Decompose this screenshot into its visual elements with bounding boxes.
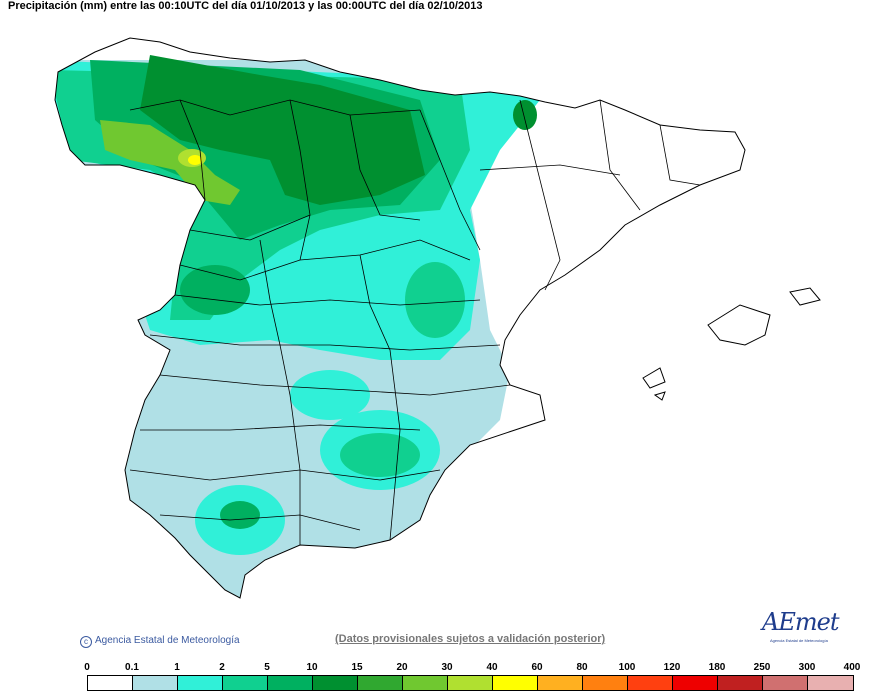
legend-swatch <box>358 676 403 690</box>
legend-tick-label: 1 <box>174 662 180 673</box>
legend-swatch <box>538 676 583 690</box>
legend-tick-label: 2 <box>219 662 225 673</box>
legend-tick-label: 80 <box>576 662 588 673</box>
copyright-icon: c <box>80 636 92 648</box>
legend-swatch <box>178 676 223 690</box>
aemet-logo-text: AEmet <box>762 608 839 636</box>
legend-tick-label: 0 <box>84 662 90 673</box>
legend-tick-label: 400 <box>843 662 861 673</box>
legend-swatch <box>763 676 808 690</box>
legend-tick-label: 300 <box>798 662 816 673</box>
map-title: Precipitación (mm) entre las 00:10UTC de… <box>8 0 483 12</box>
agency-credit-text: Agencia Estatal de Meteorología <box>95 635 240 646</box>
legend-tick-label: 15 <box>351 662 363 673</box>
legend-tick-label: 5 <box>264 662 270 673</box>
aemet-logo-subtitle: Agencia Estatal de Meteorología <box>770 638 828 643</box>
legend-swatch <box>223 676 268 690</box>
legend-swatch <box>493 676 538 690</box>
precip-fields <box>55 55 540 598</box>
legend-tick-label: 10 <box>306 662 318 673</box>
legend-swatch <box>718 676 763 690</box>
province-borders <box>129 99 701 545</box>
legend-bar <box>87 675 854 691</box>
legend-swatch <box>403 676 448 690</box>
balearic-mallorca <box>707 304 771 346</box>
balearic-formentera <box>653 391 666 401</box>
legend-labels: 0 0.1 1 2 5 10 15 20 30 40 60 80 100 120 180 250 300 400 <box>0 662 870 674</box>
legend-tick-label: 20 <box>396 662 408 673</box>
legend-tick-label: 40 <box>486 662 498 673</box>
legend-swatch <box>88 676 133 690</box>
legend-swatch <box>313 676 358 690</box>
legend-tick-label: 60 <box>531 662 543 673</box>
legend-swatch <box>628 676 673 690</box>
legend-swatch <box>808 676 853 690</box>
legend-tick-label: 100 <box>618 662 636 673</box>
legend-swatch <box>448 676 493 690</box>
legend-tick-label: 120 <box>663 662 681 673</box>
legend-tick-label: 30 <box>441 662 453 673</box>
legend-swatch <box>673 676 718 690</box>
legend-tick-label: 0.1 <box>125 662 139 673</box>
aemet-logo: AEmet Agencia Estatal de Meteorología <box>758 608 848 648</box>
legend-tick-label: 250 <box>753 662 771 673</box>
balearic-menorca <box>789 287 821 306</box>
balearic-ibiza <box>642 367 666 389</box>
legend-tick-label: 180 <box>708 662 726 673</box>
disclaimer: (Datos provisionales sujetos a validació… <box>335 633 606 645</box>
agency-credit: c Agencia Estatal de Meteorología <box>80 635 240 648</box>
legend-swatch <box>133 676 178 690</box>
legend-swatch <box>268 676 313 690</box>
precipitation-map <box>54 37 821 599</box>
legend-swatch <box>583 676 628 690</box>
